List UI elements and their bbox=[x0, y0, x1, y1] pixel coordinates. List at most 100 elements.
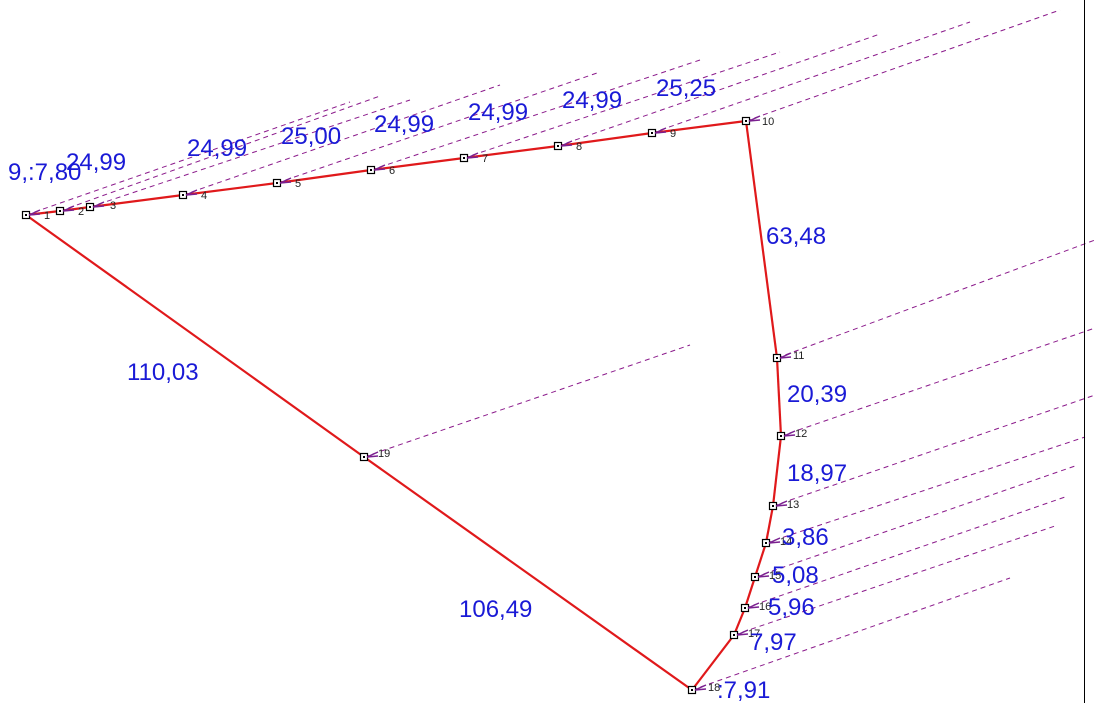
survey-point-marker bbox=[772, 352, 792, 363]
boundary-segment bbox=[764, 505, 775, 544]
dimension-label: 20,39 bbox=[787, 381, 847, 408]
direction-arrow-icon bbox=[747, 602, 760, 609]
guide-line-2 bbox=[59, 95, 381, 212]
boundary-segment bbox=[182, 181, 278, 197]
point-label-19: 19 bbox=[378, 448, 390, 460]
point-label-17: 17 bbox=[748, 628, 760, 640]
direction-arrow-icon bbox=[62, 205, 75, 212]
survey-point-marker bbox=[761, 537, 781, 548]
point-label-16: 16 bbox=[759, 601, 771, 613]
survey-point-marker bbox=[272, 177, 292, 188]
dimension-label: 24,99 bbox=[66, 149, 126, 176]
dimension-label: 25,00 bbox=[281, 123, 341, 150]
direction-arrow-icon bbox=[779, 352, 792, 359]
direction-arrow-icon bbox=[748, 115, 761, 122]
direction-arrow-icon bbox=[783, 430, 796, 437]
guide-line-17 bbox=[733, 525, 1056, 636]
dimension-label: 24,99 bbox=[187, 135, 247, 162]
point-label-6: 6 bbox=[389, 165, 395, 177]
direction-arrow-icon bbox=[560, 140, 573, 147]
survey-point-marker bbox=[729, 629, 749, 640]
guide-line-10 bbox=[745, 9, 1061, 122]
survey-point-marker bbox=[647, 127, 667, 138]
guide-line-7 bbox=[463, 51, 781, 159]
point-label-7: 7 bbox=[482, 153, 488, 165]
guide-line-11 bbox=[776, 239, 1095, 359]
survey-point-marker bbox=[687, 684, 707, 695]
guide-lines bbox=[25, 9, 1095, 691]
guide-line-13 bbox=[772, 394, 1095, 507]
point-label-14: 14 bbox=[780, 536, 792, 548]
boundary-segment bbox=[363, 456, 693, 691]
direction-arrow-icon bbox=[185, 189, 198, 196]
dimension-label: 25,25 bbox=[656, 75, 716, 102]
survey-point-marker bbox=[55, 205, 75, 216]
point-label-13: 13 bbox=[787, 499, 799, 511]
point-label-18: 18 bbox=[708, 682, 720, 694]
dimension-label: 63,48 bbox=[766, 223, 826, 250]
point-label-9: 9 bbox=[670, 128, 676, 140]
point-label-4: 4 bbox=[201, 190, 207, 202]
dimension-label: 24,99 bbox=[374, 111, 434, 138]
boundary-segment bbox=[732, 607, 747, 636]
dimension-label: 24,99 bbox=[468, 99, 528, 126]
survey-point-marker bbox=[740, 602, 760, 613]
guide-line-12 bbox=[780, 327, 1095, 437]
boundary-segment bbox=[89, 193, 184, 209]
survey-point-marker bbox=[85, 201, 105, 212]
survey-point-marker bbox=[359, 451, 379, 462]
direction-arrow-icon bbox=[466, 152, 479, 159]
dimension-label: :7,91 bbox=[717, 677, 770, 703]
direction-arrow-icon bbox=[768, 537, 781, 544]
boundary-segment bbox=[775, 357, 783, 437]
boundary-polygon bbox=[25, 119, 783, 691]
dimension-label: 106,49 bbox=[459, 596, 532, 623]
guide-line-15 bbox=[754, 465, 1076, 578]
dimension-label: 24,99 bbox=[562, 87, 622, 114]
boundary-segment bbox=[753, 542, 768, 578]
point-label-3: 3 bbox=[110, 200, 116, 212]
guide-line-8 bbox=[557, 33, 881, 147]
survey-point-marker bbox=[750, 571, 770, 582]
boundary-segment bbox=[463, 144, 559, 160]
dimension-label: 7,97 bbox=[750, 629, 797, 656]
point-label-10: 10 bbox=[762, 116, 774, 128]
guide-line-1 bbox=[25, 101, 351, 216]
frame-border bbox=[1084, 0, 1085, 703]
point-label-8: 8 bbox=[576, 141, 582, 153]
boundary-segment bbox=[691, 634, 735, 691]
direction-arrow-icon bbox=[654, 127, 667, 134]
boundary-segment bbox=[25, 214, 365, 458]
dimension-label: 9,:7,80 bbox=[8, 159, 81, 186]
boundary-segment bbox=[651, 119, 747, 135]
point-label-12: 12 bbox=[795, 428, 807, 440]
direction-arrow-icon bbox=[279, 177, 292, 184]
point-label-1: 1 bbox=[44, 210, 50, 222]
guide-line-19 bbox=[363, 344, 691, 458]
direction-arrow-icon bbox=[366, 451, 379, 458]
survey-point-marker bbox=[553, 140, 573, 151]
point-label-11: 11 bbox=[793, 350, 804, 362]
guide-line-18 bbox=[691, 577, 1011, 691]
boundary-segment bbox=[743, 576, 757, 609]
boundary-segment bbox=[744, 120, 779, 359]
dimension-label: 3,86 bbox=[782, 524, 829, 551]
guide-line-16 bbox=[744, 496, 1066, 609]
direction-arrow-icon bbox=[775, 500, 788, 507]
boundary-segment bbox=[771, 435, 783, 507]
survey-point-marker bbox=[776, 430, 796, 441]
dimension-label: 110,03 bbox=[127, 359, 199, 386]
guide-line-9 bbox=[651, 21, 971, 134]
dimension-label: 5,96 bbox=[768, 594, 815, 621]
direction-arrow-icon bbox=[757, 571, 770, 578]
survey-point-marker bbox=[459, 152, 479, 163]
survey-point-marker bbox=[178, 189, 198, 200]
boundary-segment bbox=[557, 131, 653, 148]
guide-line-14 bbox=[765, 436, 1086, 544]
guide-line-3 bbox=[89, 99, 411, 208]
dimension-label: 5,08 bbox=[772, 562, 819, 589]
direction-arrow-icon bbox=[92, 201, 105, 208]
